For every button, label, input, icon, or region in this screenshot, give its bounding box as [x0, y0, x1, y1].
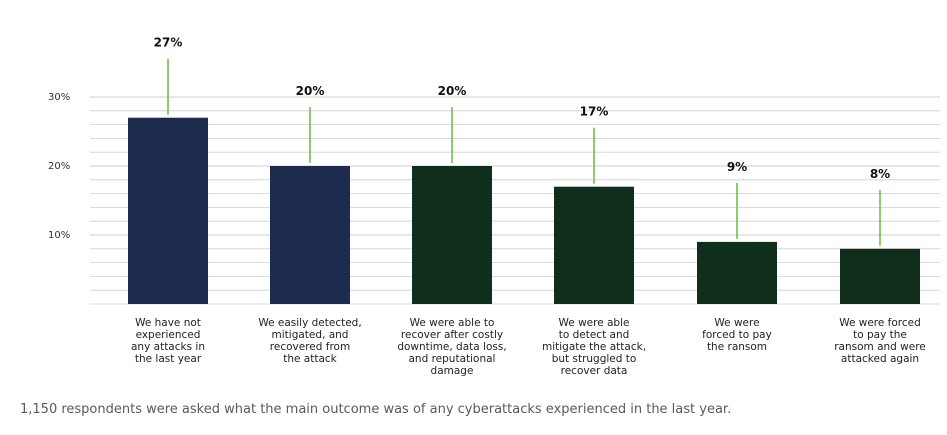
category-label-line: mitigated, and [272, 329, 349, 341]
y-tick-label: 30% [48, 92, 70, 103]
category-label-line: to pay the [853, 329, 907, 341]
value-label: 9% [727, 160, 747, 174]
category-label-line: experienced [136, 329, 201, 341]
bar [840, 248, 920, 304]
bar [697, 241, 777, 304]
y-tick-label: 10% [48, 230, 70, 241]
bar [554, 186, 634, 304]
category-label: We have not experienced any attacks in the … [131, 317, 205, 365]
category-label-line: any attacks in [131, 341, 205, 353]
category-label-line: recover after costly [401, 329, 503, 341]
category-label-line: attacked again [841, 353, 919, 365]
footnote: 1,150 respondents were asked what the ma… [20, 402, 732, 417]
category-label-line: We were able [559, 317, 630, 329]
category-label-line: but struggled to [552, 353, 637, 365]
value-label: 20% [296, 84, 325, 98]
value-label: 8% [870, 167, 890, 181]
category-label-line: to detect and [559, 329, 630, 341]
category-label-line: forced to pay [702, 329, 772, 341]
category-label: We were able to recover after costly downt… [397, 317, 506, 377]
category-label-line: We were forced [839, 317, 921, 329]
category-label-line: damage [431, 365, 474, 377]
bar [270, 166, 350, 304]
bar [412, 166, 492, 304]
category-label-line: We were [714, 317, 759, 329]
value-label: 27% [154, 36, 183, 50]
category-label-line: the last year [135, 353, 202, 365]
bar [128, 117, 208, 304]
value-label: 17% [580, 105, 609, 119]
category-label-line: We have not [135, 317, 201, 329]
category-label: We were forced to pay the ransom [702, 317, 772, 353]
category-label-line: recovered from [270, 341, 350, 353]
category-label-line: We easily detected, [258, 317, 361, 329]
category-label-line: and reputational [409, 353, 496, 365]
category-label: We were able to detect and mitigate the at… [542, 317, 646, 377]
y-tick-label: 20% [48, 161, 70, 172]
category-label-line: downtime, data loss, [397, 341, 506, 353]
category-label: We easily detected, mitigated, and recover… [258, 317, 361, 365]
category-label-line: the ransom [707, 341, 767, 353]
category-label-line: mitigate the attack, [542, 341, 646, 353]
category-label: We were forced to pay the ransom and were a… [834, 317, 926, 365]
category-label-line: recover data [561, 365, 628, 377]
category-label-line: the attack [283, 353, 337, 365]
value-label: 20% [438, 84, 467, 98]
category-label-line: We were able to [410, 317, 495, 329]
category-label-line: ransom and were [834, 341, 926, 353]
